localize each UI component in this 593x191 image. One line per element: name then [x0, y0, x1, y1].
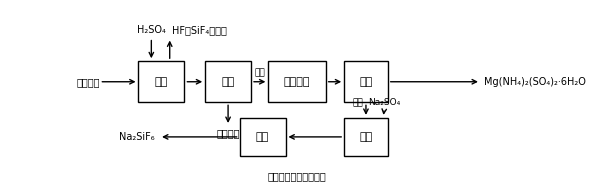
Bar: [344, 61, 388, 102]
Text: 脱氯: 脱氯: [359, 132, 372, 142]
Text: 滤液: 滤液: [254, 68, 265, 77]
Bar: [139, 61, 184, 102]
Text: 过滤: 过滤: [256, 132, 269, 142]
Text: 滤液去二元肘、三元肘: 滤液去二元肘、三元肘: [267, 171, 326, 181]
Text: 中和渣浆: 中和渣浆: [76, 77, 100, 87]
Text: Na₂SO₄: Na₂SO₄: [368, 98, 400, 107]
Text: HF、SiF₄去吸收: HF、SiF₄去吸收: [171, 25, 227, 35]
Bar: [240, 118, 285, 156]
Text: 冷却析晶: 冷却析晶: [284, 77, 310, 87]
Text: H₂SO₄: H₂SO₄: [137, 25, 166, 35]
Bar: [268, 61, 326, 102]
Bar: [344, 118, 388, 156]
Text: 压滤: 压滤: [221, 77, 235, 87]
Text: Mg(NH₄)₂(SO₄)₂·6H₂O: Mg(NH₄)₂(SO₄)₂·6H₂O: [484, 77, 586, 87]
Text: Na₂SiF₆: Na₂SiF₆: [119, 132, 155, 142]
Text: 滤液弃去: 滤液弃去: [216, 128, 240, 138]
Text: 分离: 分离: [359, 77, 372, 87]
Text: 酸解: 酸解: [155, 77, 168, 87]
Bar: [205, 61, 251, 102]
Text: 滤液: 滤液: [353, 98, 364, 107]
